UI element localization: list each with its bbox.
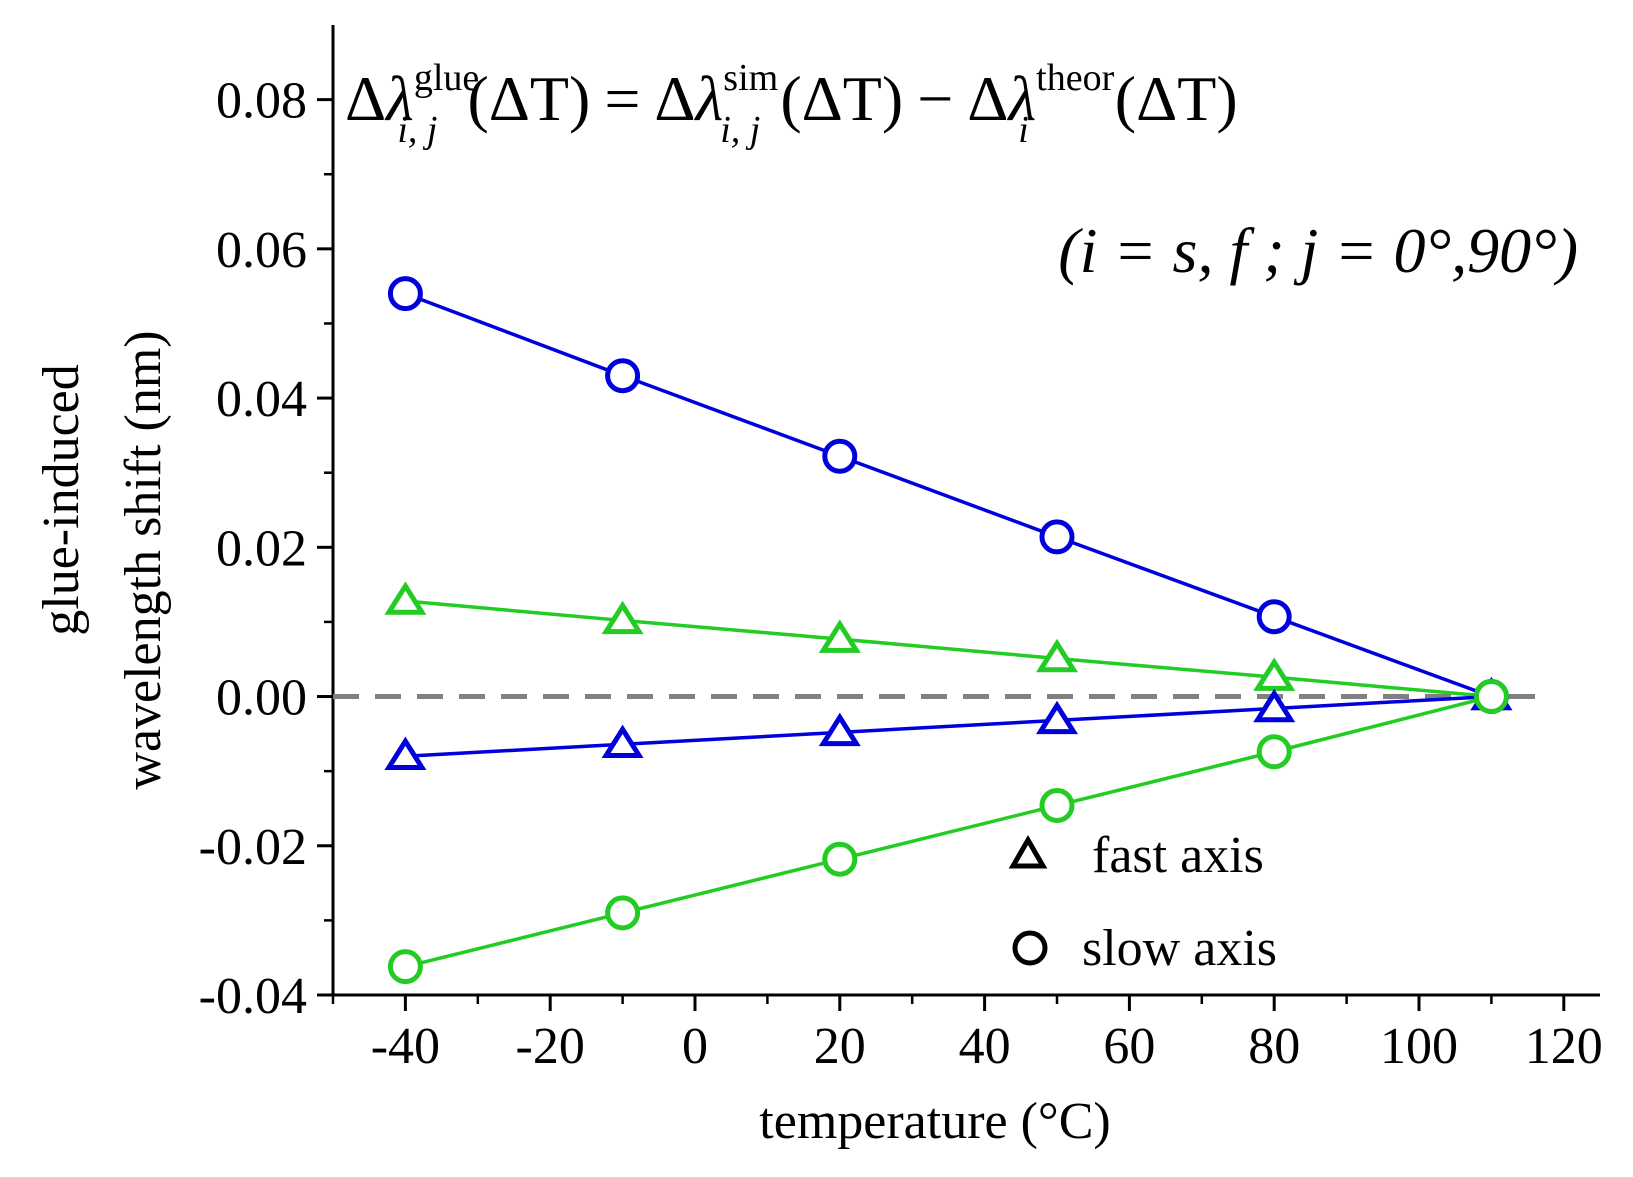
x-tick-label: 100	[1380, 1018, 1458, 1075]
x-tick-label: 40	[959, 1018, 1011, 1075]
x-axis-label: temperature (°C)	[759, 1093, 1110, 1150]
x-tick-label: 20	[814, 1018, 866, 1075]
formula-dT-3: (ΔT)	[1115, 63, 1238, 134]
y-tick-label: 0.08	[216, 73, 307, 130]
data-point-triangle	[1035, 700, 1079, 735]
series-line-3	[404, 694, 1510, 969]
formula-sup-theor: theor	[1036, 57, 1114, 99]
data-point-circle	[1256, 734, 1292, 770]
formula-delta-3: Δ	[967, 63, 1008, 134]
formula-lambda-1: λ	[384, 63, 414, 134]
y-tick-label: 0.00	[216, 670, 307, 727]
data-point-circle	[822, 438, 858, 474]
data-point-triangle	[1253, 688, 1296, 723]
data-point-circle	[387, 949, 423, 985]
data-point-triangle	[1035, 638, 1079, 673]
data-point-triangle	[384, 581, 427, 615]
y-tick-label: -0.02	[199, 819, 307, 876]
data-point-circle	[605, 895, 641, 931]
legend-label-slow-axis: slow axis	[1082, 920, 1277, 977]
formula-minus: −	[917, 63, 953, 134]
data-point-circle	[1473, 679, 1509, 715]
legend-circle-marker	[1012, 930, 1048, 966]
axes: -0.04 -0.02 0.00 0.02 0.04 0.06 0.08 -40 -20 0 20 4…	[199, 25, 1603, 1075]
legend-label-fast-axis: fast axis	[1092, 827, 1264, 884]
data-point-circle	[387, 276, 423, 312]
formula-lambda-2: λ	[694, 63, 724, 134]
series-line-0	[404, 291, 1510, 699]
x-tick-label: 0	[682, 1018, 708, 1075]
series-line-2	[405, 694, 1510, 758]
y-axis-label-group: glue-induced	[33, 364, 90, 635]
data-point-triangle	[818, 619, 861, 653]
formula-sub-ij-2: i, j	[720, 109, 760, 151]
data-point-circle	[822, 841, 858, 877]
x-tick-label: 80	[1248, 1018, 1300, 1075]
data-point-circle	[1039, 787, 1075, 823]
formula-annotation: Δλglue i, j (ΔT) = Δλsim i, j (ΔT) − Δλtheor i (ΔT…	[345, 57, 1578, 286]
formula-delta-2: Δ	[654, 63, 695, 134]
data-point-circle	[605, 358, 641, 394]
x-tick-label: 60	[1103, 1018, 1155, 1075]
formula-lambda-3: λ	[1006, 63, 1036, 134]
formula-sup-glue: glue	[414, 57, 479, 99]
data-point-circle	[1039, 519, 1075, 555]
data-point-triangle	[818, 712, 861, 747]
formula-dT-1: (ΔT)	[467, 63, 590, 134]
data-point-triangle	[384, 736, 427, 770]
formula-delta-1: Δ	[345, 63, 386, 134]
formula-sup-sim: sim	[723, 57, 778, 99]
data-point-triangle	[601, 724, 644, 759]
data-point-circle	[1256, 599, 1292, 635]
y-axis-label-group-2: wavelength shift (nm)	[115, 330, 172, 789]
legend: fast axis slow axis	[1008, 827, 1277, 977]
data-point-triangle	[601, 600, 644, 635]
y-tick-label: -0.04	[199, 968, 307, 1025]
y-tick-label: 0.06	[216, 222, 307, 279]
y-axis-label-line2: wavelength shift (nm)	[115, 330, 172, 789]
formula-sub-ij-1: i, j	[397, 109, 437, 151]
formula-sub-i: i	[1018, 109, 1029, 151]
x-tick-label: -40	[371, 1018, 440, 1075]
formula-condition: (i = s, f ; j = 0°,90°)	[1058, 215, 1578, 286]
series-lines	[404, 291, 1510, 969]
x-tick-label: -20	[516, 1018, 585, 1075]
x-tick-label: 120	[1525, 1018, 1603, 1075]
series-markers	[384, 276, 1513, 985]
formula-dT-2: (ΔT)	[780, 63, 903, 134]
data-point-triangle	[1253, 657, 1296, 691]
y-tick-label: 0.02	[216, 520, 307, 577]
legend-triangle-marker	[1008, 834, 1048, 869]
y-axis-label-line1: glue-induced	[33, 364, 90, 635]
formula-equals: =	[604, 63, 640, 134]
y-tick-label: 0.04	[216, 371, 307, 428]
series-line-1	[405, 599, 1510, 699]
